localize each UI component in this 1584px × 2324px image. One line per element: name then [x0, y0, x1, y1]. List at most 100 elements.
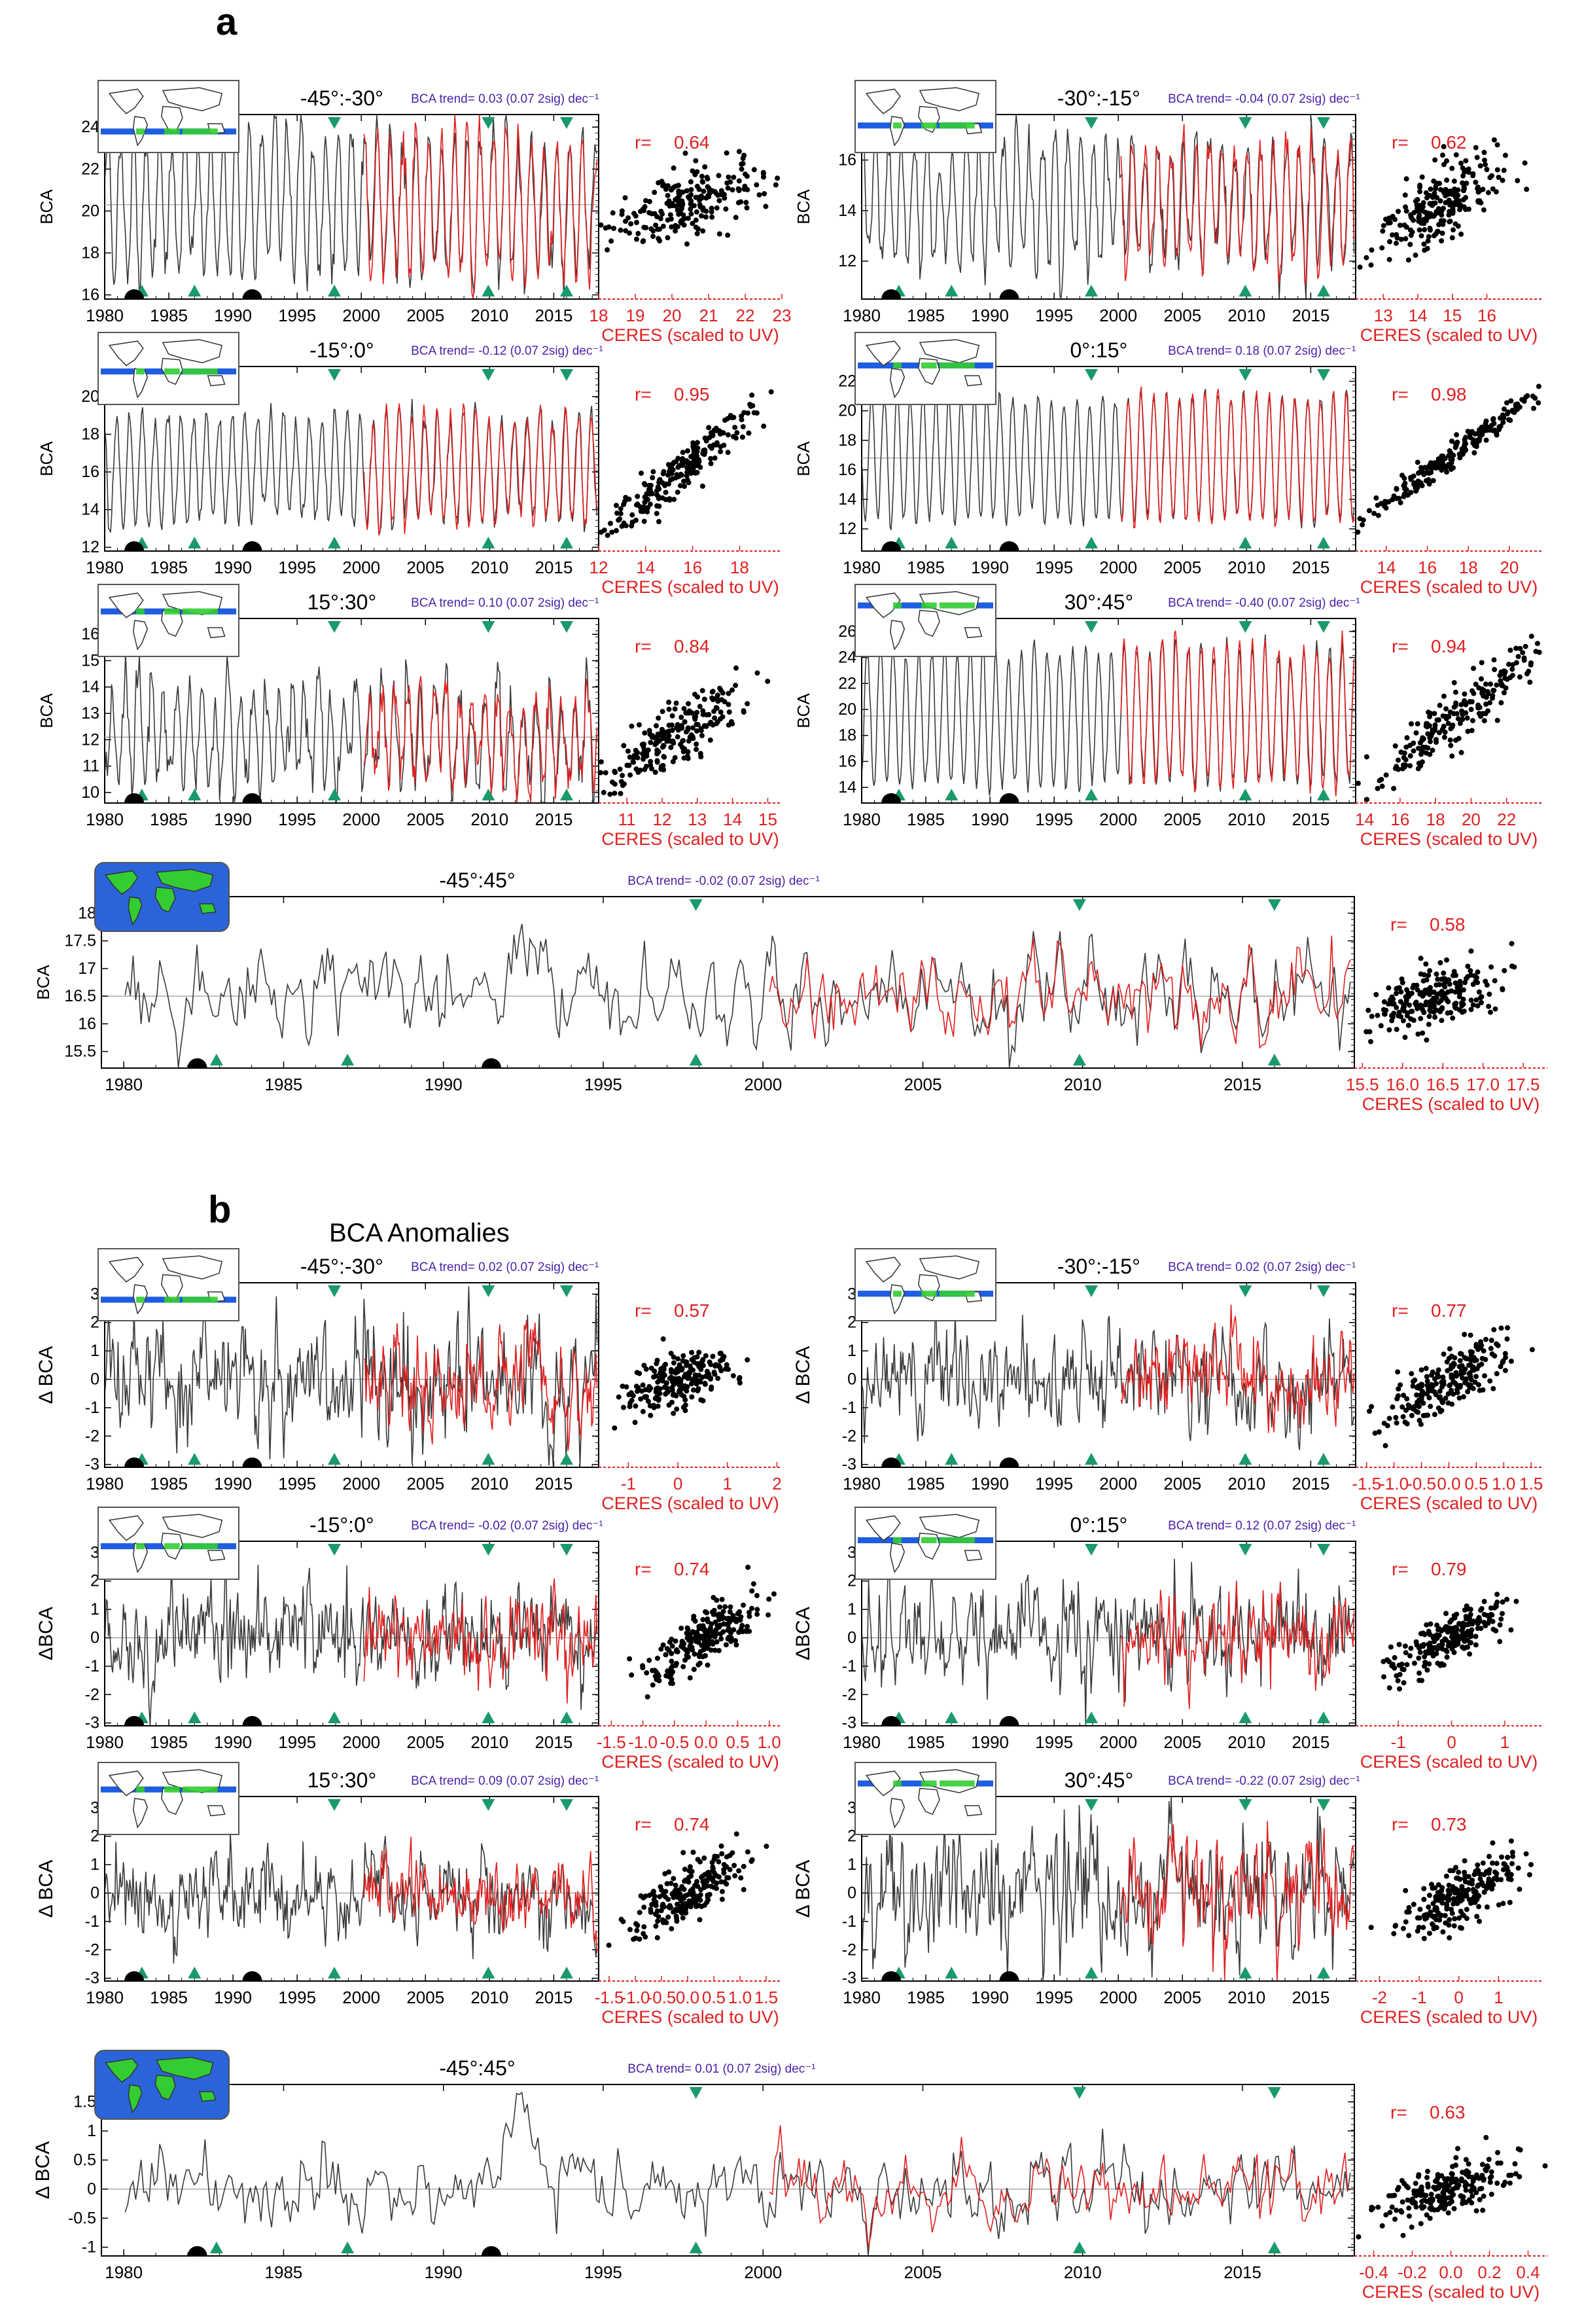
scatter-point — [1487, 700, 1493, 706]
scatter-point — [665, 461, 671, 467]
scatter-point — [675, 490, 680, 495]
scatter-point — [660, 726, 665, 732]
scatter-point — [1506, 662, 1512, 668]
y-tick-label: 16 — [838, 461, 856, 479]
scatter-point — [1468, 1897, 1474, 1903]
x-tick-label: 2005 — [1163, 1732, 1201, 1752]
scatter-point — [1379, 245, 1385, 251]
trend-label: BCA trend= 0.12 (0.07 2sig) dec⁻¹ — [1168, 1519, 1356, 1533]
scatter-point — [1383, 505, 1389, 511]
scatter-point — [1411, 1901, 1417, 1907]
scatter-point — [1387, 239, 1392, 245]
scatter-point — [1455, 187, 1461, 193]
scatter-point — [1424, 1650, 1430, 1656]
scatter-point — [1507, 647, 1513, 653]
scatter-point — [1511, 964, 1517, 970]
scatter-point — [1523, 1851, 1529, 1857]
r-prefix-label: r= — [635, 132, 652, 152]
scatter-point — [684, 1388, 690, 1394]
scatter-point — [1433, 1007, 1439, 1013]
y-tick-label: 18 — [838, 431, 856, 450]
band-land — [921, 122, 937, 129]
x-tick-label: 2000 — [342, 306, 380, 325]
scatter-point — [1462, 1332, 1468, 1337]
scatter-point — [1411, 1018, 1417, 1023]
y-tick-label: -2 — [85, 1685, 99, 1704]
scatter-point — [664, 1881, 670, 1887]
scatter-point — [1447, 1935, 1452, 1940]
scatter-point — [1475, 1003, 1481, 1009]
scatter-point — [660, 1642, 666, 1648]
scatter-point — [1476, 989, 1482, 995]
scatter-point — [679, 745, 685, 751]
scatter-point — [1460, 996, 1466, 1002]
scatter-point — [678, 1643, 684, 1649]
scatter-point — [1446, 1922, 1452, 1928]
scatter-point — [1502, 406, 1507, 412]
continent-outline — [918, 609, 940, 637]
scatter-point — [1517, 2173, 1522, 2179]
ceres-series-line — [363, 115, 598, 299]
scatter-point — [1474, 154, 1480, 160]
scatter-point — [1451, 1896, 1456, 1902]
scatter-x-tick-label: 1 — [1500, 1732, 1509, 1752]
x-tick-label: 1980 — [843, 558, 881, 577]
scatter-point — [701, 1643, 707, 1649]
scatter-point — [1409, 1412, 1415, 1418]
section-title-anomalies: BCA Anomalies — [329, 1219, 510, 1247]
scatter-point — [666, 728, 672, 734]
scatter-point — [1395, 1678, 1401, 1684]
x-tick-label: 2015 — [1292, 306, 1329, 325]
band-land — [921, 1291, 937, 1297]
scatter-point — [1430, 463, 1436, 469]
scatter-point — [739, 1629, 745, 1635]
scatter-point — [744, 205, 750, 211]
scatter-point — [675, 1369, 680, 1375]
scatter-point — [692, 1618, 698, 1624]
scatter-point — [682, 1408, 688, 1414]
y-tick-label: 14 — [838, 778, 856, 796]
scatter-point — [1421, 241, 1427, 247]
scatter-point — [1398, 500, 1403, 506]
scatter-point — [646, 1657, 652, 1663]
band-land — [164, 1543, 180, 1550]
scatter-point — [1410, 1379, 1416, 1384]
scatter-point — [607, 791, 613, 797]
scatter-point — [1391, 1931, 1397, 1937]
scatter-point — [1522, 160, 1528, 166]
scatter-x-axis-label: CERES (scaled to UV) — [601, 2007, 779, 2027]
enso-triangle-up — [689, 2242, 703, 2253]
scatter-point — [1509, 1850, 1515, 1855]
scatter-point — [1481, 1348, 1487, 1354]
volcano-marker — [242, 1716, 262, 1726]
scatter-point — [716, 1859, 722, 1865]
enso-triangle-up — [341, 1054, 355, 1065]
scatter-point — [648, 740, 654, 745]
scatter-point — [1414, 1392, 1420, 1398]
scatter-point — [1392, 217, 1398, 223]
scatter-point — [1390, 1001, 1395, 1007]
scatter-point — [1447, 219, 1452, 224]
scatter-point — [741, 152, 747, 158]
scatter-point — [641, 1924, 647, 1930]
continent-outline — [890, 620, 906, 651]
scatter-point — [623, 523, 629, 529]
scatter-point — [718, 449, 724, 455]
scatter-point — [1405, 1010, 1411, 1016]
scatter-x-tick-label: -0.5 — [647, 1988, 677, 2007]
enso-triangle-up — [482, 1711, 495, 1723]
scatter-point — [1442, 979, 1448, 985]
scatter-point — [1397, 1686, 1402, 1692]
scatter-point — [1456, 1395, 1462, 1401]
x-tick-label: 1990 — [971, 558, 1009, 577]
scatter-point — [690, 736, 696, 742]
scatter-point — [1409, 721, 1414, 726]
scatter-point — [724, 1875, 730, 1881]
scatter-point — [647, 486, 653, 492]
scatter-point — [703, 723, 709, 729]
scatter-point — [1418, 991, 1424, 996]
y-tick-label: 2 — [90, 1572, 99, 1590]
scatter-point — [641, 504, 646, 510]
scatter-point — [1442, 1636, 1448, 1642]
y-axis-label: BCA — [37, 693, 56, 728]
